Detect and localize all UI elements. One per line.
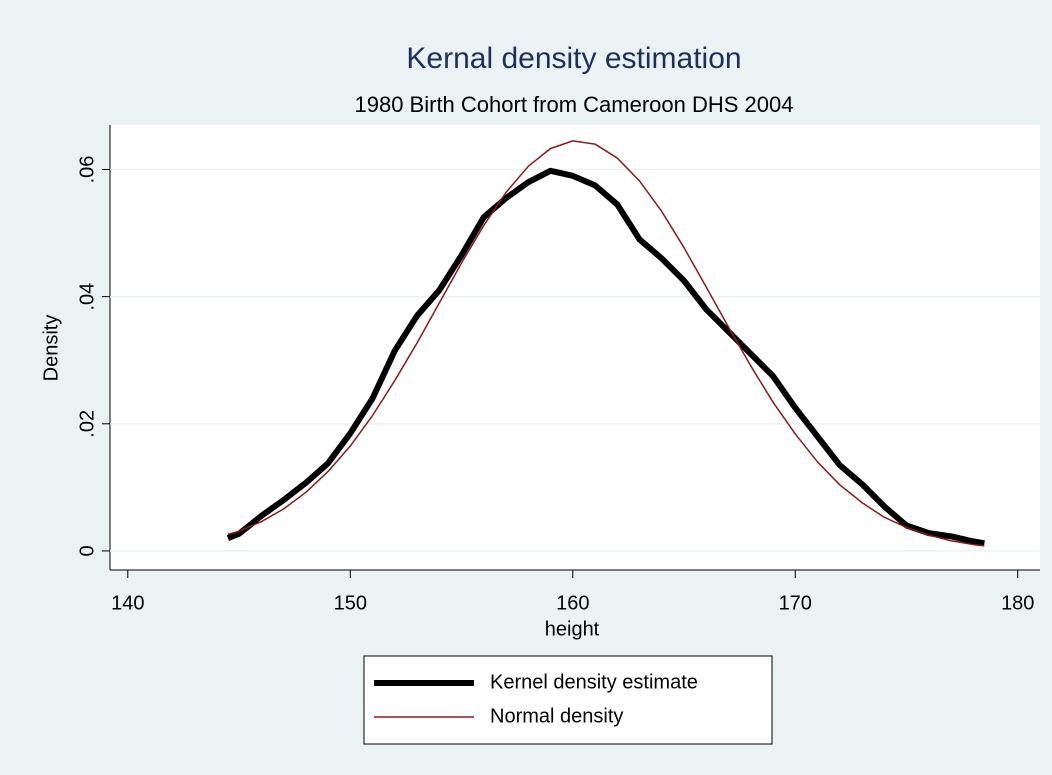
chart-title: Kernal density estimation [406,42,741,75]
legend-label: Kernel density estimate [490,671,698,693]
y-tick-label: .04 [76,283,98,311]
x-tick-label: 150 [334,592,367,614]
x-axis-label: height [545,618,600,640]
y-axis-label: Density [40,315,62,382]
legend-label: Normal density [490,705,623,727]
y-tick-label: .06 [76,156,98,184]
x-tick-label: 170 [779,592,812,614]
y-tick-label: 0 [76,545,98,556]
x-tick-label: 160 [556,592,589,614]
line-series [227,140,985,547]
y-tick-label: .02 [76,410,98,438]
x-tick-label: 140 [111,592,144,614]
chart-subtitle: 1980 Birth Cohort from Cameroon DHS 2004 [355,92,794,117]
x-tick-label: 180 [1001,592,1034,614]
line-series [226,167,985,547]
legend [363,655,773,745]
plot-area [110,125,1040,570]
